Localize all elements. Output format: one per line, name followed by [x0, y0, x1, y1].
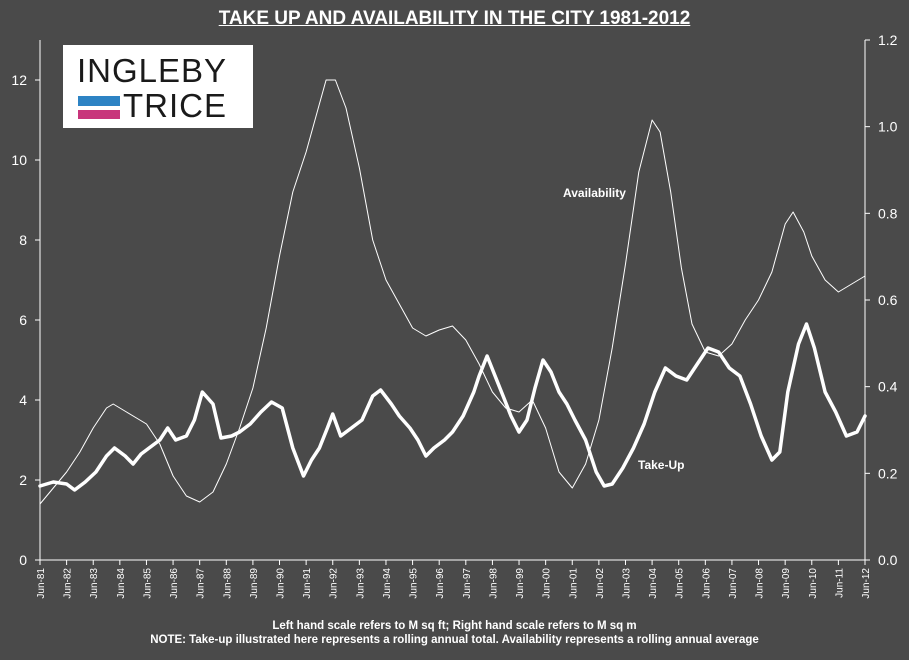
x-tick-label: Jun-83 [89, 568, 100, 599]
left-tick-label: 0 [19, 552, 27, 568]
x-tick-label: Jun-05 [675, 568, 686, 599]
x-tick-label: Jun-85 [142, 568, 153, 599]
x-tick-label: Jun-01 [568, 568, 579, 599]
x-tick-label: Jun-87 [196, 568, 207, 599]
availability-line [39, 79, 866, 505]
x-tick-label: Jun-03 [621, 568, 632, 599]
left-tick-label: 10 [11, 152, 27, 168]
chart-axes: 0 2 4 6 8 10 12 0.0 0.2 0.4 0.6 0.8 1.0 1.2 Jun-81 Jun-… [11, 32, 897, 599]
x-tick-label: Jun-86 [169, 568, 180, 599]
ingleby-trice-logo: INGLEBY TRICE [63, 45, 253, 128]
x-tick-label: Jun-09 [781, 568, 792, 599]
take-up-line [38, 322, 867, 492]
chart-title: TAKE UP AND AVAILABILITY IN THE CITY 198… [218, 8, 691, 29]
left-tick-label: 8 [19, 232, 27, 248]
left-tick-label: 6 [19, 312, 27, 328]
x-tick-label: Jun-88 [222, 568, 233, 599]
x-tick-label: Jun-95 [409, 568, 420, 599]
left-tick-label: 4 [19, 392, 27, 408]
left-tick-label: 12 [11, 72, 27, 88]
x-tick-label: Jun-08 [755, 568, 766, 599]
x-tick-label: Jun-91 [302, 568, 313, 599]
x-tick-label: Jun-02 [595, 568, 606, 599]
x-tick-label: Jun-90 [276, 568, 287, 599]
scale-note: Left hand scale refers to M sq ft; Right… [272, 620, 637, 632]
x-tick-label: Jun-81 [36, 568, 47, 599]
x-tick-label: Jun-92 [329, 568, 340, 599]
x-tick-label: Jun-94 [382, 568, 393, 599]
right-tick-label: 0.6 [878, 292, 898, 308]
take-up-label: Take-Up [638, 458, 685, 472]
logo-line-1: INGLEBY [77, 52, 228, 89]
left-tick-label: 2 [19, 472, 27, 488]
x-tick-label: Jun-07 [728, 568, 739, 599]
x-tick-label: Jun-06 [701, 568, 712, 599]
x-tick-label: Jun-10 [808, 568, 819, 599]
x-tick-label: Jun-93 [355, 568, 366, 599]
x-tick-label: Jun-11 [834, 568, 845, 598]
method-note: NOTE: Take-up illustrated here represent… [150, 634, 759, 646]
x-tick-label: Jun-84 [116, 568, 127, 599]
right-tick-label: 0.8 [878, 205, 898, 221]
x-tick-label: Jun-89 [249, 568, 260, 599]
x-tick-label: Jun-98 [488, 568, 499, 599]
x-tick-label: Jun-99 [515, 568, 526, 599]
logo-line-2: TRICE [123, 87, 227, 124]
x-tick-label: Jun-04 [648, 568, 659, 599]
x-tick-label: Jun-97 [462, 568, 473, 599]
x-tick-label: Jun-96 [435, 568, 446, 599]
logo-blue-bar [78, 96, 120, 106]
logo-pink-bar [78, 110, 120, 119]
chart-series [38, 79, 867, 505]
right-tick-label: 1.2 [878, 32, 898, 48]
x-tick-label: Jun-82 [63, 568, 74, 599]
x-tick-label: Jun-12 [861, 568, 872, 599]
x-tick-label: Jun-00 [542, 568, 553, 599]
availability-label: Availability [563, 186, 626, 200]
right-tick-label: 1.0 [878, 119, 898, 135]
right-tick-label: 0.2 [878, 465, 898, 481]
right-tick-label: 0.4 [878, 379, 898, 395]
right-tick-label: 0.0 [878, 552, 898, 568]
